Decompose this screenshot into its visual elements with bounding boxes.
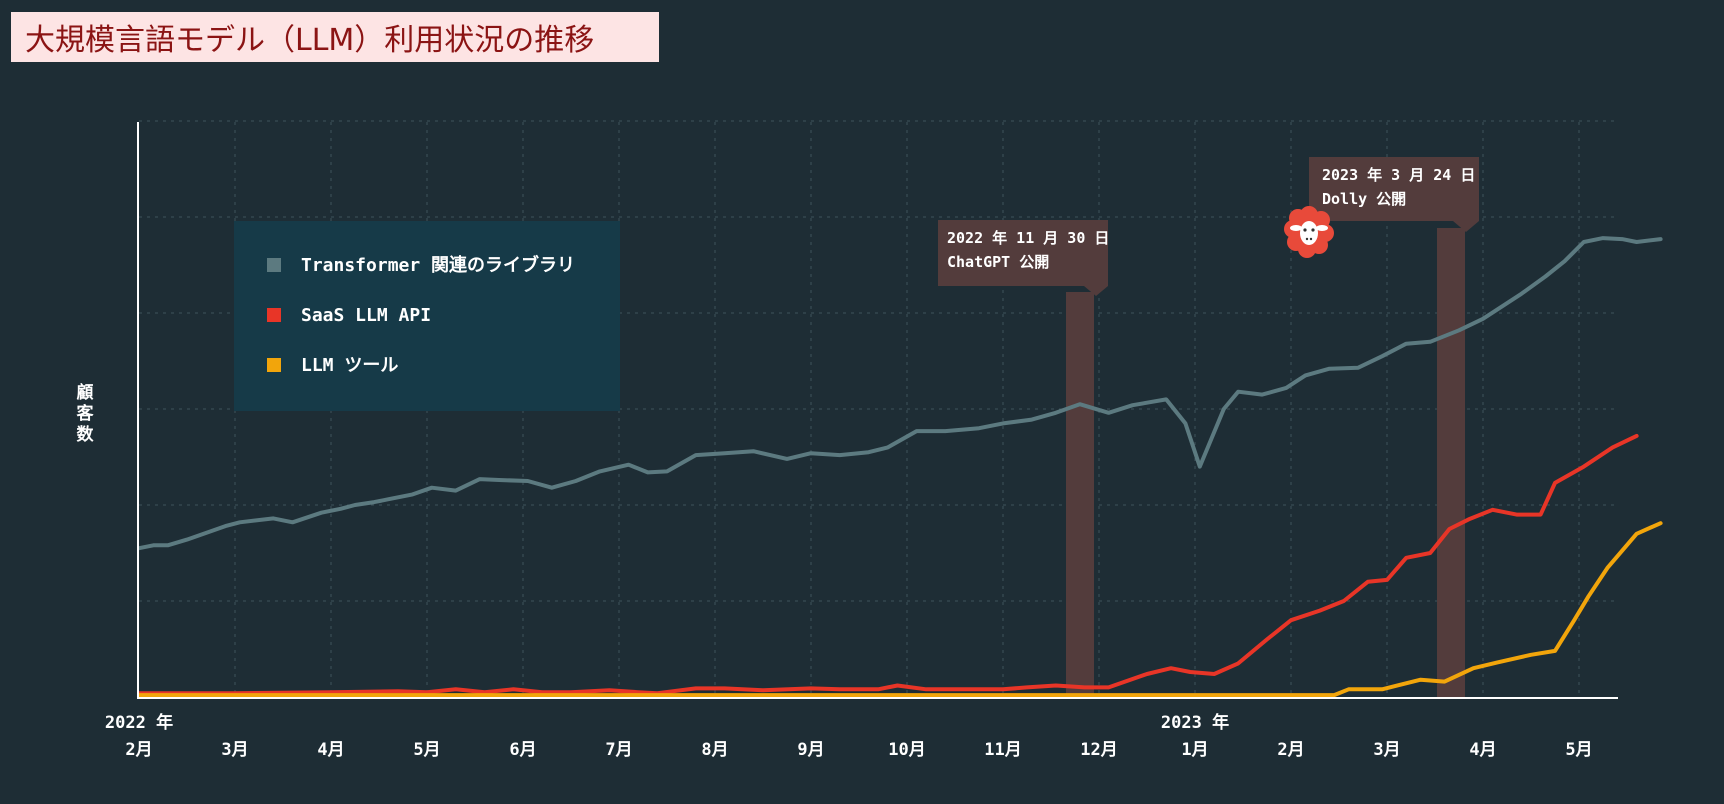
axes: [137, 122, 1618, 699]
legend-box: [234, 221, 620, 411]
x-tick-label: 5月: [413, 740, 440, 760]
y-axis-label-char: 数: [77, 424, 95, 445]
x-tick-label: 4月: [1469, 740, 1496, 760]
y-axis-label-char: 客: [76, 403, 95, 424]
x-year-label: 2023 年: [1161, 712, 1229, 733]
x-tick-label: 1月: [1181, 740, 1208, 760]
annotation-chatgpt-bar: [1066, 292, 1094, 697]
x-tick-label: 6月: [509, 740, 536, 760]
series-line-transformer: [137, 236, 1663, 551]
legend-label-saas: SaaS LLM API: [301, 305, 431, 326]
legend-swatch-saas: [267, 308, 281, 322]
annotation-dolly-date: 2023 年 3 月 24 日: [1322, 166, 1475, 184]
series-lines: [137, 236, 1663, 698]
legend-swatch-transformer: [267, 258, 281, 272]
x-tick-label: 7月: [605, 740, 632, 760]
annotation-chatgpt-pointer: [1084, 286, 1108, 296]
chart-title: 大規模言語モデル（LLM）利用状況の推移: [25, 23, 595, 58]
x-tick-label: 3月: [1373, 740, 1400, 760]
annotation-dolly-bar: [1437, 228, 1465, 697]
x-tick-label: 4月: [317, 740, 344, 760]
annotations: 2022 年 11 月 30 日 ChatGPT 公開 2023 年 3 月 2…: [938, 157, 1479, 697]
x-tick-label: 9月: [797, 740, 824, 760]
sheep-icon: [1284, 206, 1334, 258]
legend-label-tools: LLM ツール: [301, 355, 398, 376]
annotation-dolly-box: [1309, 157, 1479, 221]
annotation-chatgpt-event: ChatGPT 公開: [947, 253, 1049, 271]
x-tick-label: 2月: [1277, 740, 1304, 760]
x-tick-label: 12月: [1080, 740, 1117, 760]
y-axis-label-char: 顧: [77, 382, 94, 403]
legend-label-transformer: Transformer 関連のライブラリ: [301, 254, 575, 276]
series-line-llm-tools: [137, 521, 1663, 698]
x-tick-label: 11月: [984, 740, 1021, 760]
series-line-saas-llm-api: [137, 433, 1639, 696]
x-tick-label: 10月: [888, 740, 925, 760]
x-tick-labels: 2月 3月 4月 5月 6月 7月 8月 9月 10月 11月 12月 1月 2月 3月 4月 5月 2022 …: [105, 712, 1593, 760]
annotation-chatgpt: 2022 年 11 月 30 日 ChatGPT 公開: [938, 220, 1109, 697]
x-tick-label: 3月: [221, 740, 248, 760]
annotation-chatgpt-box: [938, 220, 1108, 286]
x-year-label: 2022 年: [105, 712, 173, 733]
legend-swatch-tools: [267, 358, 281, 372]
chart-title-box: 大規模言語モデル（LLM）利用状況の推移: [11, 12, 659, 62]
x-tick-label: 5月: [1565, 740, 1592, 760]
y-axis-label: 顧客数: [76, 382, 95, 445]
annotation-dolly-pointer: [1453, 221, 1479, 232]
annotation-chatgpt-date: 2022 年 11 月 30 日: [947, 229, 1109, 247]
annotation-dolly: 2023 年 3 月 24 日 Dolly 公開: [1284, 157, 1479, 697]
x-tick-label: 8月: [701, 740, 728, 760]
x-tick-label: 2月: [125, 740, 152, 760]
legend: Transformer 関連のライブラリ SaaS LLM API LLM ツー…: [234, 221, 620, 411]
annotation-dolly-event: Dolly 公開: [1322, 190, 1406, 208]
